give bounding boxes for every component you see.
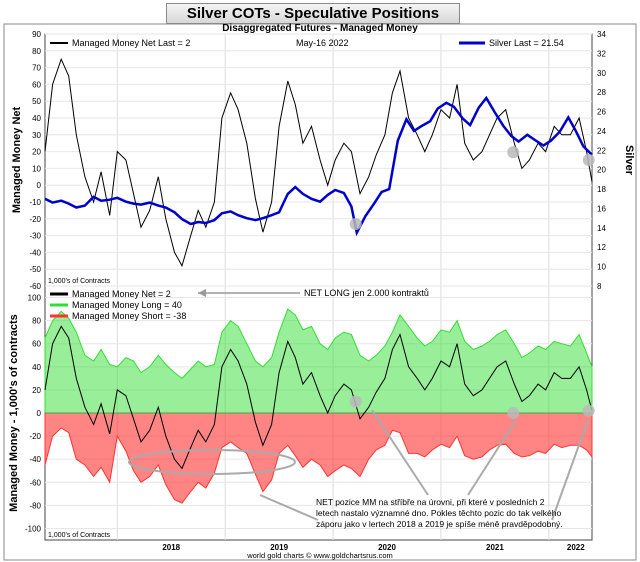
- left-tick-label: 90: [32, 30, 41, 39]
- bottom-tick-label: 40: [32, 363, 41, 372]
- year-label: 2021: [486, 543, 504, 552]
- left-tick-label: -30: [29, 232, 41, 241]
- footer-credit: world gold charts © www.goldchartsrus.co…: [246, 551, 393, 560]
- right-tick-label: 28: [597, 88, 606, 97]
- top-panel: [44, 33, 593, 287]
- year-label: 2020: [378, 543, 396, 552]
- left-tick-label: 30: [32, 131, 41, 140]
- annotation-top: NET LONG jen 2.000 kontraktů: [304, 288, 429, 298]
- low-marker: [507, 146, 520, 159]
- left-tick-label: -40: [29, 248, 41, 257]
- low-marker: [349, 217, 362, 230]
- right-tick-label: 14: [597, 224, 606, 233]
- low-marker: [582, 404, 595, 417]
- annotation-bottom-line: NET pozice MM na stříbře na úrovni, při …: [316, 497, 545, 507]
- bottom-tick-label: -60: [29, 478, 41, 487]
- low-marker: [507, 407, 520, 419]
- year-label: 2018: [162, 543, 180, 552]
- right-tick-label: 22: [597, 146, 606, 155]
- annotation-arrowhead: [198, 289, 206, 297]
- date-label: May-16 2022: [296, 38, 349, 48]
- right-tick-label: 26: [597, 108, 606, 117]
- net-line-bottom: [44, 325, 593, 470]
- right-tick-label: 32: [597, 49, 606, 58]
- right-tick-label: 24: [597, 127, 606, 136]
- left-tick-label: 60: [32, 80, 41, 89]
- year-label: 2019: [270, 543, 288, 552]
- bottom-tick-label: -80: [29, 501, 41, 510]
- right-tick-label: 10: [597, 263, 606, 272]
- left-tick-label: 0: [37, 181, 42, 190]
- right-tick-label: 30: [597, 69, 606, 78]
- right-axis-title: Silver: [623, 145, 635, 176]
- low-marker: [349, 395, 362, 408]
- legend-bottom-item: Managed Money Long = 40: [72, 300, 182, 310]
- left-tick-label: 80: [32, 47, 41, 56]
- left-tick-label: 50: [32, 97, 41, 106]
- legend-bottom-item: Managed Money Net = 2: [72, 289, 171, 299]
- bottom-tick-label: 60: [32, 340, 41, 349]
- bottom-tick-label: -20: [29, 432, 41, 441]
- outer-border: [3, 23, 637, 561]
- silver-line: [44, 95, 593, 237]
- left-axis-title: Managed Money Net: [11, 106, 23, 213]
- legend-net-top: Managed Money Net Last = 2: [72, 38, 190, 48]
- left-tick-label: -50: [29, 265, 41, 274]
- left-tick-label: 10: [32, 164, 41, 173]
- annotation-arrow: [551, 419, 589, 521]
- long-area: [44, 308, 593, 414]
- annotation-arrow: [259, 494, 319, 521]
- right-tick-label: 8: [597, 282, 602, 291]
- legend-silver: Silver Last = 21.54: [489, 38, 564, 48]
- low-marker: [582, 154, 595, 166]
- legend-bottom-item: Managed Money Short = -38: [72, 311, 186, 321]
- bottom-tick-label: 20: [32, 386, 41, 395]
- bottom-axis-title: Managed Money - 1,000's of contracts: [8, 314, 20, 512]
- left-tick-label: 20: [32, 148, 41, 157]
- bottom-tick-label: -100: [25, 524, 42, 533]
- top-subtitle: Disaggregated Futures - Managed Money: [222, 23, 418, 34]
- left-tick-label: -20: [29, 215, 41, 224]
- units-note-bottom: 1,000's of Contracts: [48, 532, 111, 539]
- right-tick-label: 34: [597, 30, 606, 39]
- bottom-tick-label: -40: [29, 455, 41, 464]
- bottom-tick-label: 0: [37, 409, 42, 418]
- chart-title: Silver COTs - Speculative Positions: [166, 3, 460, 24]
- units-note-top: 1,000's of Contracts: [48, 278, 111, 285]
- left-tick-label: 40: [32, 114, 41, 123]
- annotation-arrow: [371, 409, 429, 496]
- right-tick-label: 12: [597, 243, 606, 252]
- bottom-tick-label: 100: [28, 294, 42, 303]
- bottom-tick-label: 80: [32, 317, 41, 326]
- left-tick-label: 70: [32, 64, 41, 73]
- annotation-bottom-line: záporu jako v lertech 2018 a 2019 je spí…: [316, 519, 563, 529]
- year-label: 2022: [567, 543, 585, 552]
- annotation-bottom-line: letech nastalo významné dno. Pokles těch…: [316, 508, 562, 518]
- right-tick-label: 20: [597, 166, 606, 175]
- annotation-ellipse: [128, 449, 296, 475]
- short-area: [44, 412, 593, 504]
- annotation-arrow: [467, 419, 517, 496]
- right-tick-label: 16: [597, 204, 606, 213]
- left-tick-label: -60: [29, 282, 41, 291]
- right-tick-label: 18: [597, 185, 606, 194]
- left-tick-label: -10: [29, 198, 41, 207]
